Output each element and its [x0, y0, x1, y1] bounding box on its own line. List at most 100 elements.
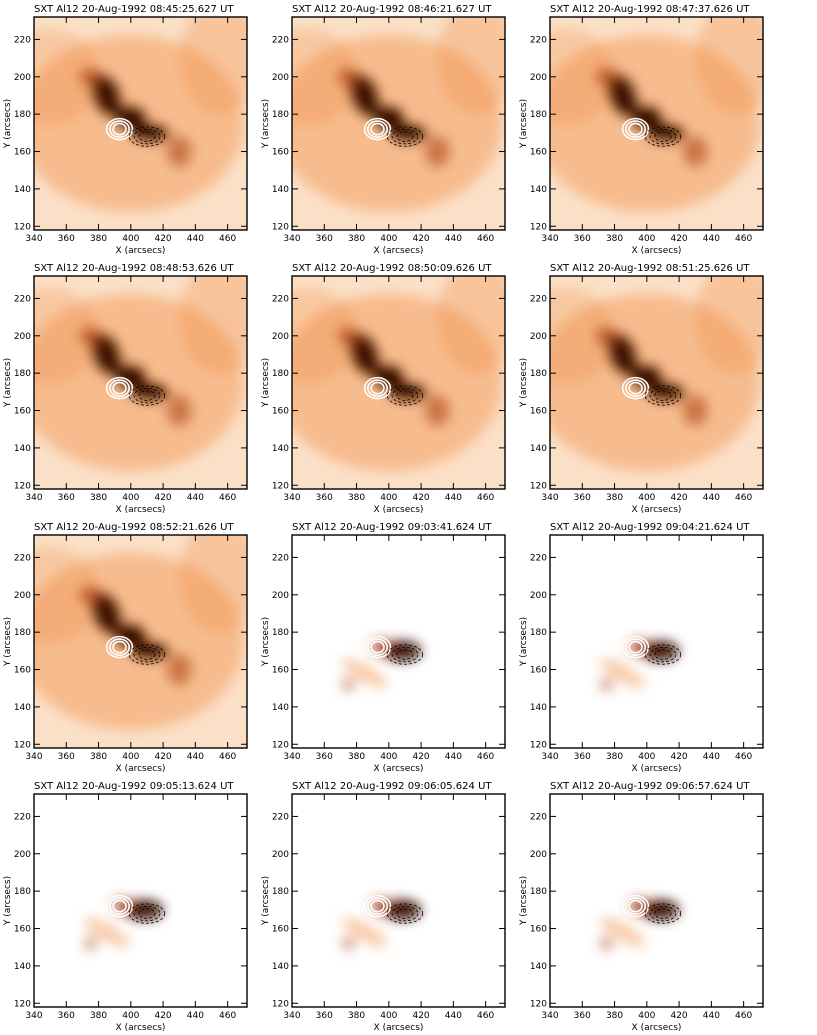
x-tick-label: 360 — [574, 752, 591, 762]
y-tick-label: 220 — [272, 553, 289, 563]
image-panel: 340 360 380 400 420 440 460 120 140 160 180 200 220 X… — [519, 781, 764, 1033]
image-panel: 340 360 380 400 420 440 460 120 140 160 180 200 220 X… — [261, 781, 506, 1033]
axis-ticks: 340 360 380 400 420 440 460 120 140 160 180 200 220 — [530, 17, 763, 244]
y-tick-label: 120 — [530, 222, 547, 232]
y-axis-label: Y (arcsecs) — [519, 358, 529, 408]
y-axis-label: Y (arcsecs) — [519, 99, 529, 149]
sxt-image — [34, 794, 247, 1007]
axes-frame — [549, 16, 764, 231]
y-tick-label: 160 — [14, 925, 31, 935]
x-tick-label: 400 — [122, 752, 139, 762]
image-panel: 340 360 380 400 420 440 460 120 140 160 180 200 220 X… — [3, 522, 248, 774]
y-axis-label: Y (arcsecs) — [3, 99, 13, 149]
x-tick-label: 420 — [154, 234, 171, 244]
axes-frame — [33, 793, 248, 1008]
y-tick-label: 160 — [272, 666, 289, 676]
x-tick-label: 420 — [670, 1011, 687, 1021]
image-panel: 340 360 380 400 420 440 460 120 140 160 180 200 220 X… — [261, 522, 506, 774]
x-tick-label: 440 — [445, 1011, 462, 1021]
y-tick-label: 140 — [272, 185, 289, 195]
y-tick-label: 120 — [272, 222, 289, 232]
x-axis-label: X (arcsecs) — [116, 505, 166, 515]
x-tick-label: 380 — [348, 752, 365, 762]
panel-title: SXT Al12 20-Aug-1992 08:47:37.626 UT — [550, 4, 750, 15]
contours — [621, 635, 682, 665]
contours — [105, 117, 166, 147]
y-tick-label: 220 — [14, 35, 31, 45]
y-axis-label: Y (arcsecs) — [519, 617, 529, 667]
panel-title: SXT Al12 20-Aug-1992 09:06:05.624 UT — [292, 781, 492, 792]
x-tick-label: 460 — [735, 1011, 752, 1021]
x-tick-label: 460 — [735, 752, 752, 762]
sxt-image — [292, 276, 505, 489]
y-tick-label: 200 — [14, 591, 31, 601]
y-tick-label: 140 — [14, 444, 31, 454]
y-tick-label: 200 — [530, 73, 547, 83]
x-tick-label: 380 — [606, 752, 623, 762]
x-tick-label: 420 — [154, 1011, 171, 1021]
y-tick-label: 140 — [272, 703, 289, 713]
y-tick-label: 120 — [530, 740, 547, 750]
y-tick-label: 120 — [530, 999, 547, 1009]
sxt-image — [550, 535, 763, 748]
y-tick-label: 180 — [272, 628, 289, 638]
x-tick-label: 400 — [638, 1011, 655, 1021]
panel-title: SXT Al12 20-Aug-1992 08:45:25.627 UT — [34, 4, 234, 15]
y-tick-label: 220 — [530, 553, 547, 563]
x-tick-label: 360 — [58, 1011, 75, 1021]
y-tick-label: 140 — [530, 185, 547, 195]
contours — [621, 894, 682, 924]
x-tick-label: 440 — [445, 493, 462, 503]
x-tick-label: 380 — [348, 493, 365, 503]
x-tick-label: 460 — [477, 234, 494, 244]
sxt-image — [292, 17, 505, 230]
y-axis-label: Y (arcsecs) — [3, 617, 13, 667]
y-tick-label: 140 — [530, 703, 547, 713]
y-tick-label: 220 — [530, 35, 547, 45]
x-tick-label: 340 — [283, 1011, 300, 1021]
y-tick-label: 140 — [272, 444, 289, 454]
contours — [363, 117, 424, 147]
y-tick-label: 220 — [530, 812, 547, 822]
y-tick-label: 180 — [14, 628, 31, 638]
y-tick-label: 180 — [272, 110, 289, 120]
y-tick-label: 200 — [530, 332, 547, 342]
x-tick-label: 420 — [670, 493, 687, 503]
x-tick-label: 360 — [58, 493, 75, 503]
x-tick-label: 340 — [25, 493, 42, 503]
y-tick-label: 120 — [272, 740, 289, 750]
axes-frame — [549, 534, 764, 749]
sxt-image — [550, 17, 763, 230]
y-tick-label: 120 — [14, 481, 31, 491]
y-tick-label: 180 — [272, 887, 289, 897]
x-tick-label: 360 — [574, 234, 591, 244]
axes-frame — [33, 275, 248, 490]
x-tick-label: 420 — [412, 493, 429, 503]
x-tick-label: 360 — [316, 493, 333, 503]
x-tick-label: 420 — [154, 493, 171, 503]
y-tick-label: 160 — [530, 407, 547, 417]
x-tick-label: 340 — [283, 234, 300, 244]
x-tick-label: 380 — [90, 752, 107, 762]
y-tick-label: 220 — [272, 812, 289, 822]
x-tick-label: 460 — [219, 493, 236, 503]
x-tick-label: 360 — [58, 752, 75, 762]
axis-ticks: 340 360 380 400 420 440 460 120 140 160 180 200 220 — [272, 535, 505, 762]
x-tick-label: 440 — [703, 752, 720, 762]
y-tick-label: 160 — [14, 148, 31, 158]
x-tick-label: 360 — [574, 493, 591, 503]
x-tick-label: 440 — [445, 234, 462, 244]
y-tick-label: 200 — [530, 850, 547, 860]
x-tick-label: 360 — [316, 234, 333, 244]
image-panel: 340 360 380 400 420 440 460 120 140 160 180 200 220 X… — [3, 4, 248, 256]
x-tick-label: 420 — [670, 752, 687, 762]
sxt-image — [34, 17, 247, 230]
x-tick-label: 440 — [445, 752, 462, 762]
x-tick-label: 440 — [187, 752, 204, 762]
x-tick-label: 380 — [90, 234, 107, 244]
y-tick-label: 200 — [14, 73, 31, 83]
x-axis-label: X (arcsecs) — [116, 1023, 166, 1033]
x-tick-label: 380 — [606, 493, 623, 503]
x-axis-label: X (arcsecs) — [374, 505, 424, 515]
